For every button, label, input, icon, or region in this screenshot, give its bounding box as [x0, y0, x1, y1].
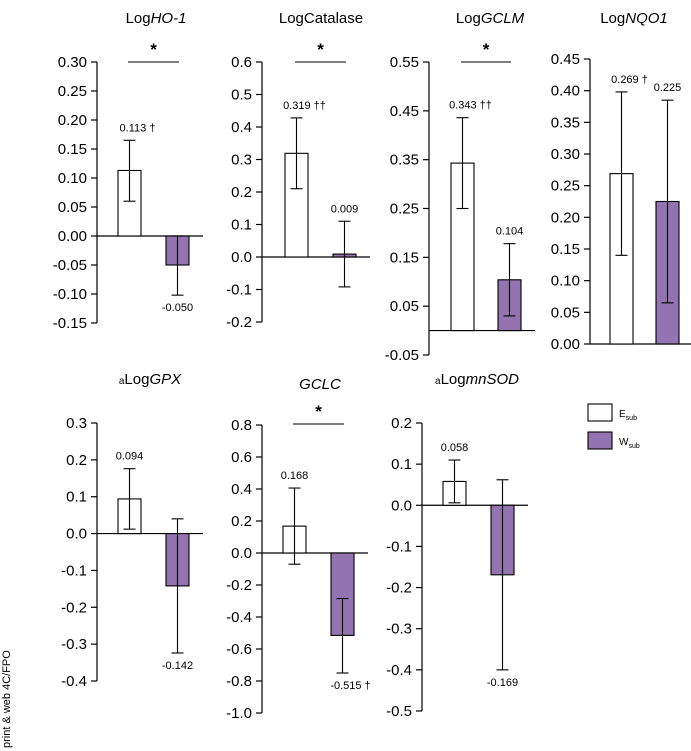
panel-3-data-label-e: 0.343 †† — [449, 100, 492, 112]
panel-4-y-tick-label: 0.00 — [551, 336, 580, 353]
panel-4-y-tick-label: 0.35 — [551, 114, 580, 131]
panel-1-title: LogHO-1 — [126, 10, 187, 27]
panel-6-data-label-e: 0.168 — [281, 470, 309, 482]
panel-2-significance-star: * — [317, 40, 324, 59]
panel-2-y-tick-label: 0.4 — [231, 119, 252, 136]
panel-3-y-tick-label: 0.05 — [390, 298, 419, 315]
panel-4-data-label-e: 0.269 † — [611, 74, 648, 86]
panel-4-y-tick-label: 0.20 — [551, 209, 580, 226]
panel-6-title: GCLC — [299, 376, 341, 393]
panel-5-y-tick-label: -0.3 — [61, 636, 87, 653]
panel-6-y-tick-label: 0.8 — [231, 417, 252, 434]
panel-7-y-tick-label: -0.4 — [386, 662, 412, 679]
panel-4-y-tick-label: 0.25 — [551, 178, 580, 195]
panel-6-y-tick-label: -0.2 — [226, 577, 252, 594]
panel-1-data-label-e: 0.113 † — [120, 122, 156, 134]
panel-5-y-tick-label: 0.0 — [66, 526, 87, 543]
panel-2-y-tick-label: -0.2 — [226, 314, 252, 331]
panel-5-title: aLogGPX — [119, 371, 182, 388]
panel-7-y-tick-label: 0.0 — [391, 497, 412, 514]
panel-1-data-label-w: -0.050 — [162, 302, 193, 314]
panel-7-y-tick-label: 0.1 — [391, 456, 412, 473]
panel-1-y-tick-label: 0.05 — [58, 199, 87, 216]
panel-5-y-tick-label: -0.4 — [61, 673, 87, 690]
panel-6-y-tick-label: 0.4 — [231, 481, 252, 498]
panel-4-y-tick-label: 0.30 — [551, 146, 580, 163]
panel-6-y-tick-label: -0.8 — [226, 673, 252, 690]
panel-1-y-tick-label: -0.15 — [53, 315, 87, 332]
legend-label-w: Wsub — [619, 437, 640, 450]
panel-7-data-label-w: -0.169 — [487, 677, 518, 689]
panel-2-y-tick-label: 0.0 — [231, 249, 252, 266]
panel-2-y-tick-label: -0.1 — [226, 282, 252, 299]
panel-1-y-tick-label: -0.05 — [53, 257, 87, 274]
panel-1-significance-star: * — [150, 40, 157, 59]
legend-swatch-e — [587, 403, 613, 422]
panel-3-y-tick-label: 0.45 — [390, 103, 419, 120]
panel-3-significance-star: * — [483, 40, 490, 59]
panel-5-data-label-w: -0.142 — [162, 660, 193, 672]
panel-7-y-tick-label: -0.2 — [386, 580, 412, 597]
panel-2-y-tick-label: 0.1 — [231, 217, 252, 234]
panel-7-y-tick-label: -0.3 — [386, 621, 412, 638]
panel-7-y-tick-label: -0.1 — [386, 538, 412, 555]
panel-2-title: LogCatalase — [279, 10, 363, 27]
panel-7-y-tick-label: 0.2 — [391, 415, 412, 432]
panel-1-y-tick-label: 0.30 — [58, 54, 87, 71]
panel-4-y-tick-label: 0.05 — [551, 304, 580, 321]
panel-3-y-tick-label: 0.55 — [390, 54, 419, 71]
panel-7-data-label-e: 0.058 — [441, 442, 469, 454]
panel-3-y-tick-label: -0.05 — [385, 347, 419, 364]
legend-label-e: Esub — [619, 409, 637, 422]
panel-4-y-tick-label: 0.10 — [551, 273, 580, 290]
panel-5-data-label-e: 0.094 — [116, 451, 144, 463]
panel-6-significance-star: * — [315, 402, 322, 421]
panel-3-data-label-w: 0.104 — [496, 226, 524, 238]
panel-2-y-tick-label: 0.6 — [231, 54, 252, 71]
panel-5-y-tick-label: -0.2 — [61, 599, 87, 616]
panel-6-y-tick-label: 0.0 — [231, 545, 252, 562]
print-web-note: print & web 4C/FPO — [1, 650, 13, 748]
panel-1-y-tick-label: 0.10 — [58, 170, 87, 187]
panel-1-y-tick-label: 0.15 — [58, 141, 87, 158]
panel-3-y-tick-label: 0.15 — [390, 249, 419, 266]
panel-5-y-tick-label: 0.2 — [66, 452, 87, 469]
panel-4-data-label-w: 0.225 — [654, 82, 682, 94]
panel-2-y-tick-label: 0.3 — [231, 152, 252, 169]
panel-2-data-label-w: 0.009 — [331, 203, 359, 215]
panel-4-y-tick-label: 0.15 — [551, 241, 580, 258]
panel-6-y-tick-label: 0.6 — [231, 449, 252, 466]
panel-4-y-tick-label: 0.45 — [551, 51, 580, 68]
panel-1-y-tick-label: -0.10 — [53, 286, 87, 303]
panel-1-y-tick-label: 0.25 — [58, 83, 87, 100]
panel-2-data-label-e: 0.319 †† — [283, 100, 326, 112]
panel-6-y-tick-label: 0.2 — [231, 513, 252, 530]
panel-4-title: LogNQO1 — [600, 10, 668, 27]
panel-5-y-tick-label: 0.3 — [66, 415, 87, 432]
panel-2-y-tick-label: 0.2 — [231, 184, 252, 201]
panel-7-y-tick-label: -0.5 — [386, 703, 412, 720]
panel-6-y-tick-label: -0.6 — [226, 641, 252, 658]
panel-1-y-tick-label: 0.00 — [58, 228, 87, 245]
panel-5-y-tick-label: 0.1 — [66, 489, 87, 506]
panel-1-y-tick-label: 0.20 — [58, 112, 87, 129]
legend-swatch-w — [587, 431, 613, 450]
panel-5-y-tick-label: -0.1 — [61, 562, 87, 579]
panel-6-y-tick-label: -0.4 — [226, 609, 252, 626]
panel-2-y-tick-label: 0.5 — [231, 87, 252, 104]
panel-3-y-tick-label: 0.25 — [390, 201, 419, 218]
panel-6-data-label-w: -0.515 † — [330, 680, 370, 692]
panel-7-title: aLogmnSOD — [435, 371, 519, 388]
panel-3-y-tick-label: 0.35 — [390, 152, 419, 169]
panel-4-y-tick-label: 0.40 — [551, 83, 580, 100]
panel-3-title: LogGCLM — [456, 10, 525, 27]
panel-6-y-tick-label: -1.0 — [226, 705, 252, 722]
